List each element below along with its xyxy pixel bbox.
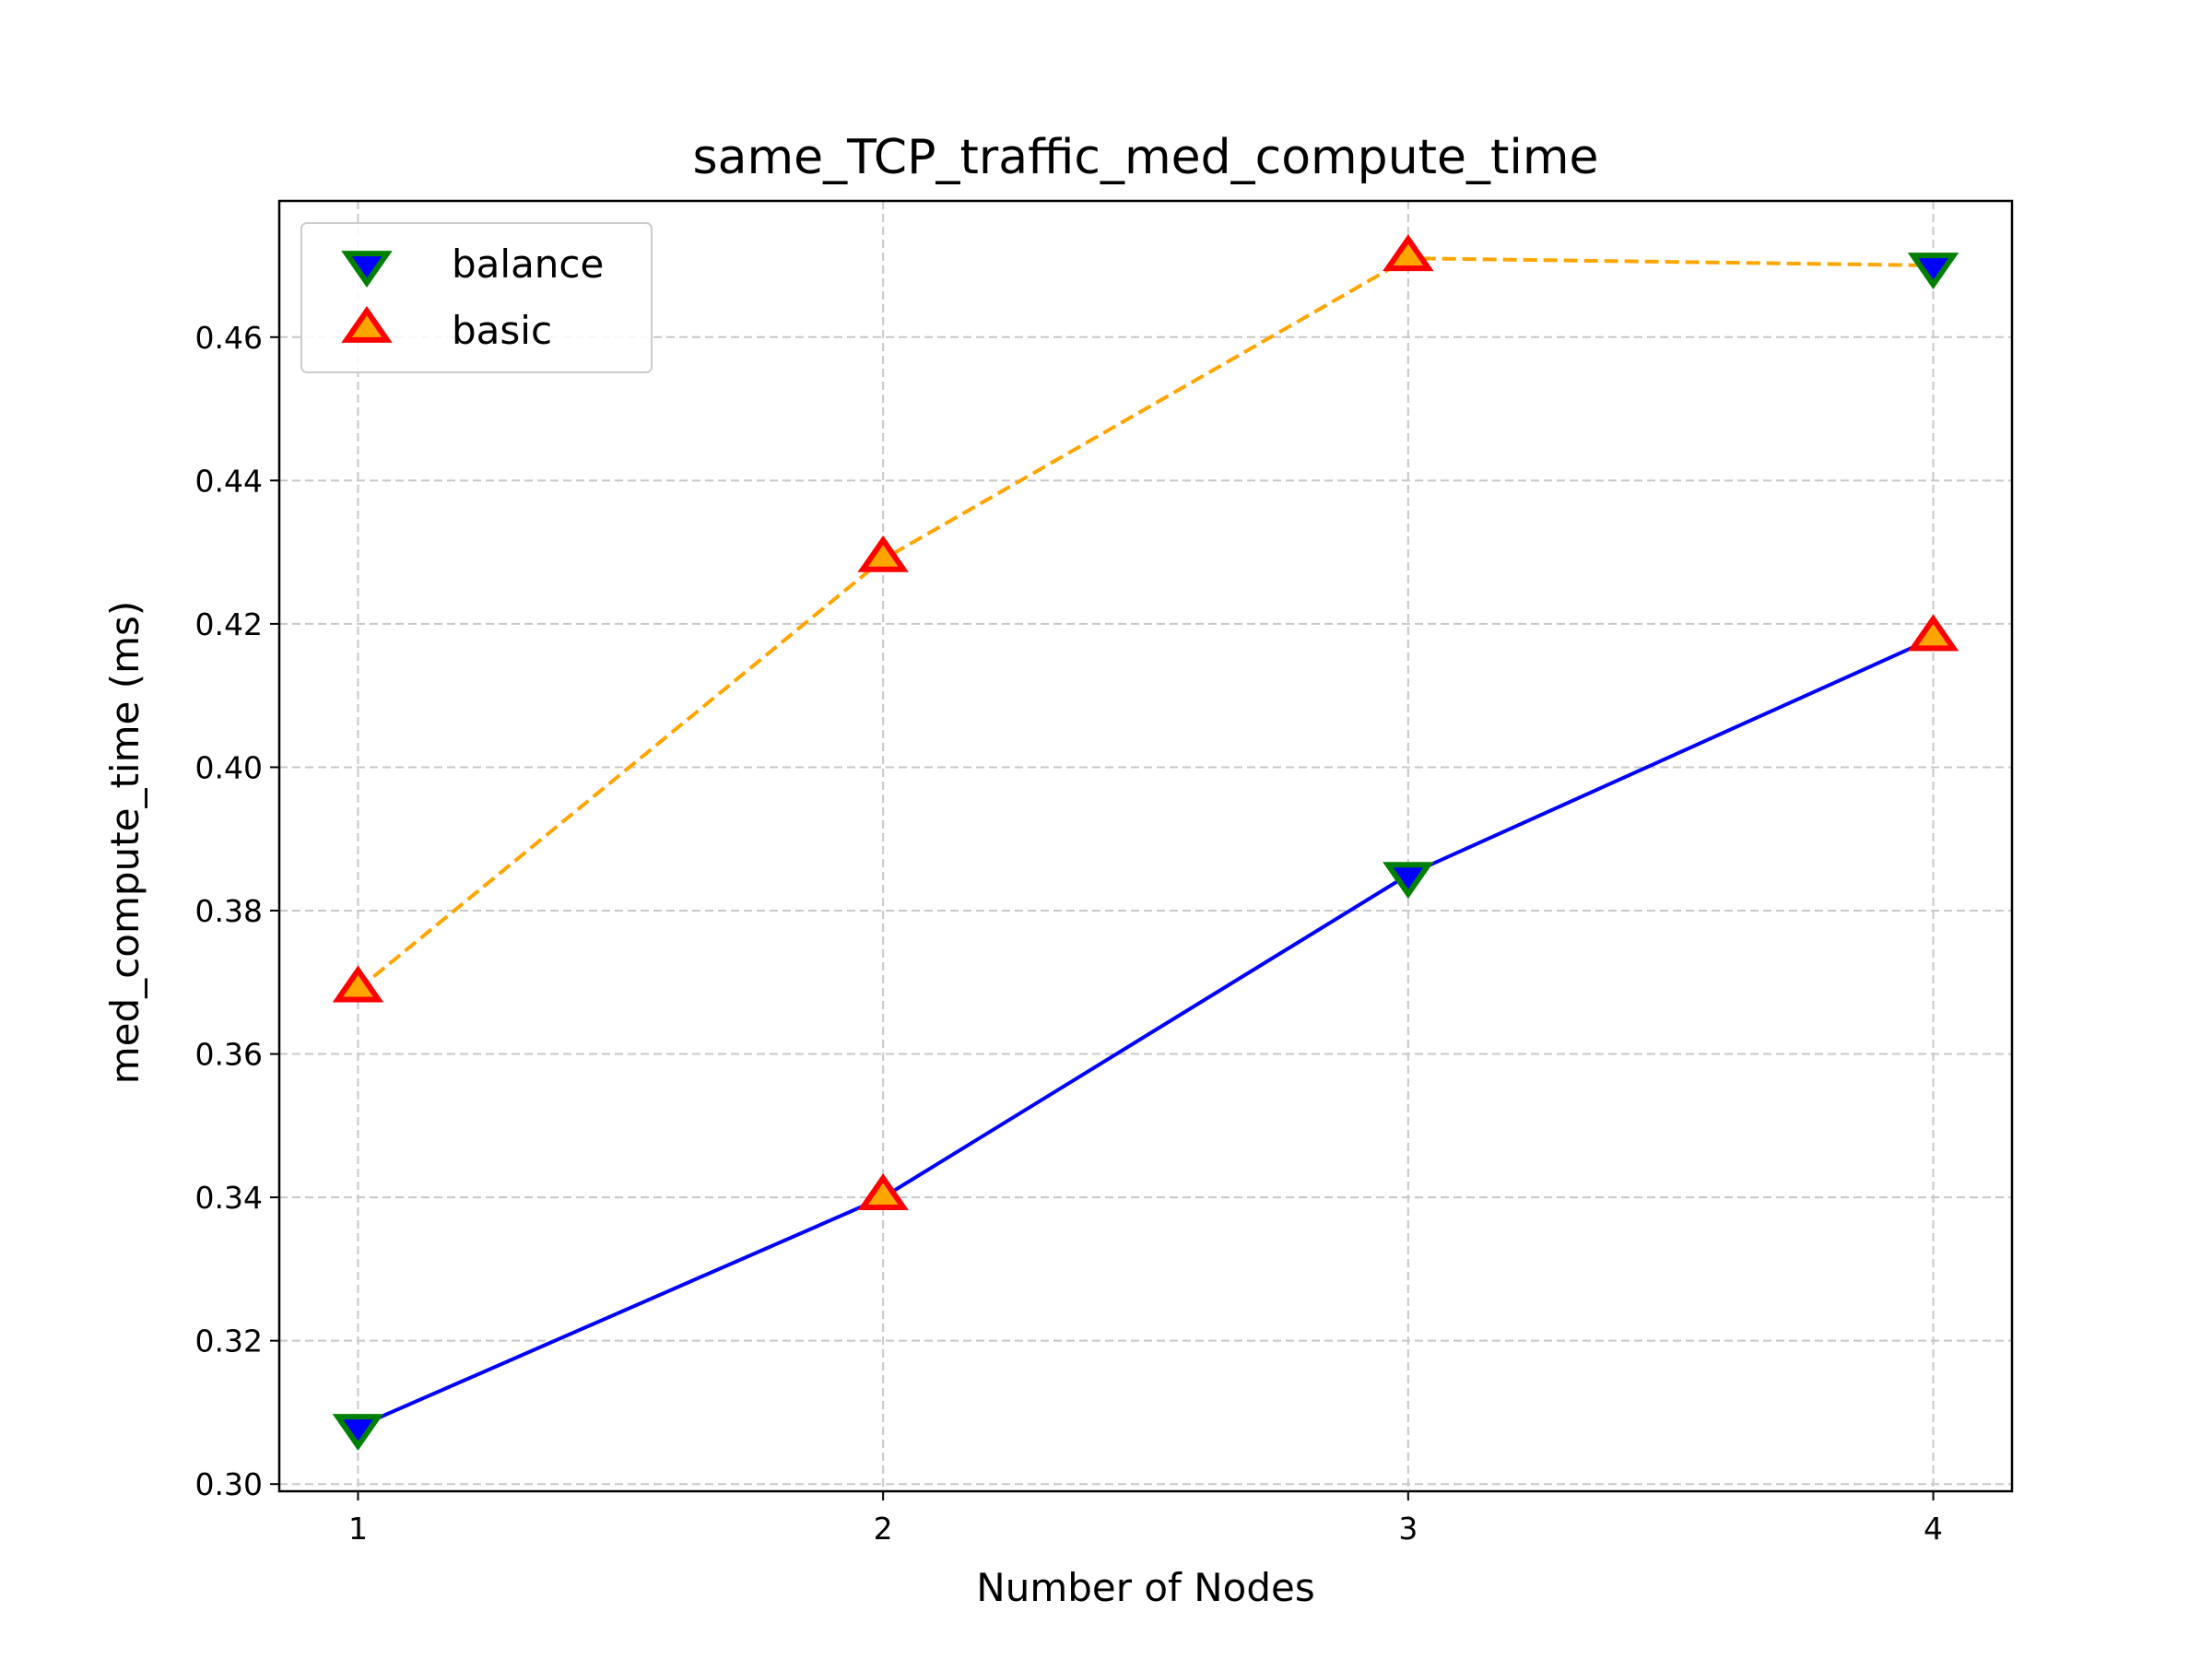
y-tick-label: 0.30 [195, 1466, 263, 1502]
chart-title: same_TCP_traffic_med_compute_time [692, 130, 1598, 185]
series-lines [357, 256, 1935, 1429]
x-tick-label: 2 [874, 1511, 893, 1547]
x-axis-ticks: 1 2 3 4 [348, 1491, 1943, 1547]
y-tick-label: 0.42 [195, 606, 263, 642]
data-point-0-0 [332, 1414, 384, 1452]
legend-box [300, 222, 653, 373]
legend-label-0: balance [452, 241, 604, 287]
y-tick-label: 0.38 [195, 893, 263, 929]
y-tick-label: 0.44 [195, 463, 263, 499]
x-tick-label: 3 [1398, 1511, 1418, 1547]
data-point-1-1 [857, 535, 909, 572]
legend-marker-0 [341, 251, 393, 288]
y-tick-label: 0.40 [195, 749, 263, 785]
data-point-1-2 [1382, 234, 1434, 272]
data-point-1-0 [332, 965, 384, 1003]
x-axis-title: Number of Nodes [976, 1565, 1314, 1610]
y-tick-label: 0.32 [195, 1324, 263, 1359]
y-tick-label: 0.34 [195, 1180, 263, 1216]
data-point-0-2 [1382, 862, 1434, 900]
legend-marker-1 [341, 305, 393, 343]
legend: balance basic [300, 222, 653, 373]
y-tick-label: 0.46 [195, 320, 263, 356]
plot-frame [277, 199, 2014, 1493]
y-axis-title: med_compute_time (ms) [102, 601, 147, 1085]
legend-label-1: basic [452, 308, 552, 353]
x-tick-label: 4 [1924, 1511, 1943, 1547]
series-line-0 [357, 636, 1935, 1429]
y-axis-ticks: 0.30 0.32 0.34 0.36 0.38 0.40 0.42 0.44 0.46 [195, 320, 279, 1502]
x-tick-label: 1 [348, 1511, 368, 1547]
series-line-1 [357, 256, 1934, 992]
y-tick-label: 0.36 [195, 1037, 263, 1073]
data-point-0-3 [1907, 614, 1959, 652]
data-point-0-1 [857, 1173, 909, 1211]
series-markers [332, 234, 1959, 1452]
data-point-1-3 [1907, 253, 1959, 290]
